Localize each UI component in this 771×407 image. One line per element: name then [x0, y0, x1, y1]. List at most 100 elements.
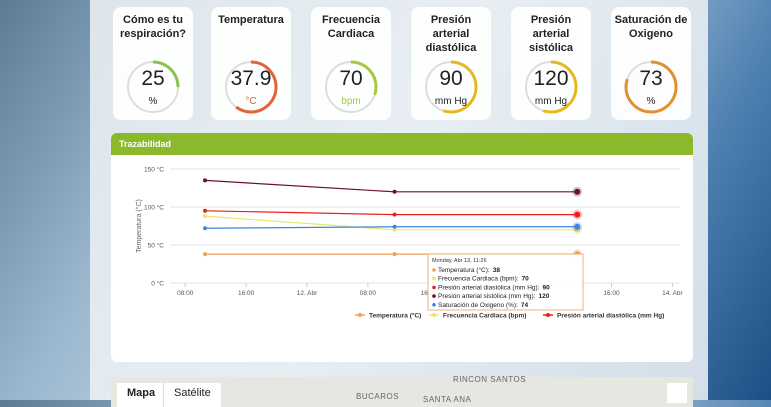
gauge-arc: [424, 60, 478, 114]
data-point: [392, 224, 397, 229]
card-label: Cómo es tu respiración?: [119, 14, 187, 40]
gauge-unit: mm Hg: [535, 96, 567, 107]
legend-label: Frecuencia Cardiaca (bpm): [443, 313, 526, 320]
tooltip-row: Presión arterial diastólica (mm Hg): 90: [438, 284, 550, 291]
tooltip-label: Presión arterial diastólica (mm Hg):: [438, 284, 540, 291]
tooltip-dot: [432, 268, 436, 272]
gauge-arc: [624, 60, 678, 114]
data-point: [392, 212, 397, 217]
data-point: [203, 252, 208, 257]
gauge-unit: %: [149, 96, 158, 107]
vital-card: Cómo es tu respiración? 25%: [113, 7, 193, 120]
legend-label: Temperatura (°C): [369, 312, 421, 320]
tooltip-row: Frecuencia Cardiaca (bpm): 70: [438, 276, 529, 283]
legend-dot: [546, 313, 550, 317]
tooltip-label: Frecuencia Cardiaca (bpm):: [438, 276, 519, 283]
tooltip-dot: [432, 276, 436, 281]
tooltip-label: Saturación de Oxigeno (%):: [438, 302, 518, 309]
series-line: [204, 179, 578, 193]
tooltip-value: 90: [543, 284, 551, 291]
map-button[interactable]: Satélite: [163, 383, 221, 407]
vital-card: Frecuencia Cardiaca 70 bpm: [311, 7, 391, 120]
data-point: [392, 252, 397, 257]
tooltip-value: 74: [521, 302, 529, 309]
legend-dot: [432, 313, 436, 317]
card-label: Temperatura: [218, 14, 284, 26]
tooltip-value: 70: [522, 276, 530, 283]
vital-card: Presión arterial diastólica 90 mm Hg: [411, 7, 491, 120]
x-tick-label: 16:00: [238, 290, 255, 297]
gauge-unit: bpm: [341, 96, 360, 107]
series-line: [205, 210, 578, 216]
gauge: 120 mm Hg: [524, 60, 578, 114]
chart: Temperatura (°C) 0 °C 50 °C 100 °C 150 °C 08:…: [135, 166, 684, 320]
tooltip-row: Temperatura (°C): 38: [438, 266, 500, 274]
data-point: [392, 227, 397, 232]
tooltip-dot: [432, 294, 436, 298]
gauge: 37.9 °C: [224, 60, 278, 114]
data-point: [203, 178, 208, 183]
x-tick-label: 12. Abr: [297, 290, 318, 297]
tooltip: [427, 253, 584, 311]
gauge: 73%: [624, 60, 678, 114]
y-tick-label: 50 °C: [148, 242, 165, 250]
vital-card: Presión arterial sistólica 120 mm Hg: [511, 7, 591, 120]
gauge-arc: [524, 60, 578, 114]
tooltip-label: Presión arterial sistólica (mm Hg):: [438, 293, 536, 300]
card-label: Frecuencia Cardiaca: [321, 14, 381, 40]
map-label: BUCAROS: [356, 392, 400, 401]
y-tick-label: 150 °C: [144, 166, 164, 174]
gauge-unit: mm Hg: [435, 96, 467, 107]
gauge-arc: [126, 60, 180, 114]
fullscreen-button[interactable]: [667, 383, 687, 403]
x-tick-label: 16:00: [603, 290, 620, 297]
gauge-value: 73: [639, 67, 662, 90]
map: Mapa Satélite BUCAROS SANTA ANA RINCON S…: [111, 375, 693, 407]
tooltip-dot: [432, 285, 436, 290]
x-tick-label: 14. Abr: [662, 290, 683, 297]
data-point: [203, 226, 208, 231]
tooltip-value: 120: [539, 293, 550, 300]
gauge-value: 120: [533, 67, 568, 90]
data-point: [574, 188, 581, 195]
gauge-unit: %: [647, 96, 656, 107]
panel-title: Trazabilidad: [111, 133, 693, 155]
series-line: [205, 226, 578, 229]
data-point: [574, 211, 581, 218]
data-point: [574, 223, 581, 230]
tooltip-dot: [432, 303, 436, 307]
map-label: RINCON SANTOS: [453, 375, 527, 384]
y-tick-label: 100 °C: [144, 204, 164, 212]
gauge: 25%: [126, 60, 180, 114]
legend-dot: [358, 313, 362, 317]
card-label: Saturación de Oxigeno: [614, 14, 688, 40]
data-point: [392, 189, 397, 194]
tooltip-row: Presión arterial sistólica (mm Hg): 120: [438, 293, 550, 300]
y-axis-label: Temperatura (°C): [135, 199, 143, 253]
tooltip-label: Temperatura (°C):: [438, 266, 490, 274]
tooltip-title: Monday, Abr 13, 11:26: [432, 258, 487, 264]
chart-panel: Trazabilidad Temperatura (°C) 0 °C 50 °C 10…: [111, 133, 693, 362]
gauge-unit: °C: [245, 96, 256, 107]
gauge: 70 bpm: [324, 60, 378, 114]
card-label: Presión arterial diastólica: [425, 14, 477, 54]
gauge-value: 90: [439, 67, 462, 90]
data-point: [203, 214, 208, 219]
legend-label: Presión arterial diastólica (mm Hg): [557, 313, 664, 320]
card-label: Presión arterial sistólica: [528, 14, 574, 54]
tooltip-value: 38: [493, 267, 501, 274]
x-tick-label: 08:00: [360, 290, 377, 297]
gauge-value: 25: [141, 67, 164, 90]
gauge-arc: [324, 60, 378, 114]
map-button[interactable]: Mapa: [117, 383, 166, 407]
y-tick-label: 0 °C: [151, 280, 164, 288]
vital-card: Temperatura 37.9 °C: [211, 7, 291, 120]
vital-card: Saturación de Oxigeno 73%: [611, 7, 691, 120]
gauge-value: 70: [339, 67, 362, 90]
gauge: 90 mm Hg: [424, 60, 478, 114]
gauge-arc: [224, 60, 278, 114]
tooltip-row: Saturación de Oxigeno (%): 74: [438, 302, 528, 309]
x-tick-label: 08:00: [177, 290, 194, 297]
data-point: [203, 208, 208, 213]
